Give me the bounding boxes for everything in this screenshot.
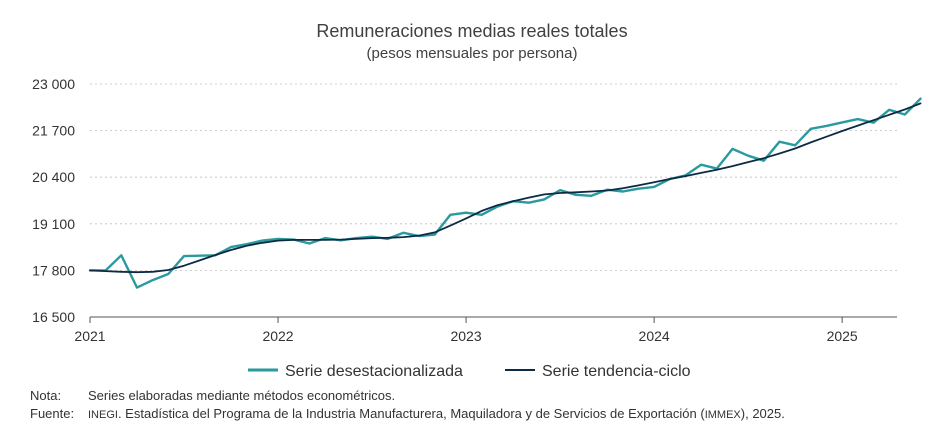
x-tick-label: 2021 <box>74 328 105 344</box>
chart-title: Remuneraciones medias reales totales <box>316 21 627 41</box>
series-line-tendencia-ciclo <box>89 102 922 274</box>
source-text-1: . Estadística del Programa de la Industr… <box>117 406 705 421</box>
x-axis-ticks: 2021 2022 2023 2024 2025 <box>74 317 858 344</box>
y-tick-label: 17 800 <box>32 262 75 278</box>
note-row: Nota: Series elaboradas mediante métodos … <box>30 387 785 405</box>
source-label: Fuente: <box>30 406 75 421</box>
y-tick-label: 16 500 <box>32 309 75 325</box>
y-axis-ticks: 23 000 21 700 20 400 19 100 17 800 16 500 <box>32 76 75 325</box>
x-tick-label: 2022 <box>262 328 293 344</box>
source-text-2: ), 2025. <box>740 406 785 421</box>
legend-label-desestacionalizada: Serie desestacionalizada <box>285 363 463 380</box>
series-line-desestacionalizada <box>88 97 922 289</box>
legend-label-tendencia: Serie tendencia-ciclo <box>542 363 691 380</box>
source-abbr: IMMEX <box>704 409 741 421</box>
y-tick-label: 20 400 <box>32 169 75 185</box>
x-tick-label: 2025 <box>827 328 858 344</box>
footnotes: Nota: Series elaboradas mediante métodos … <box>30 387 785 424</box>
y-tick-label: 19 100 <box>32 216 75 232</box>
source-org: INEGI <box>88 409 118 421</box>
chart-subtitle: (pesos mensuales por persona) <box>367 45 578 62</box>
series-group <box>88 97 922 289</box>
source-row: Fuente: INEGI. Estadística del Programa d… <box>30 405 785 424</box>
legend: Serie desestacionalizada Serie tendencia… <box>248 363 691 380</box>
y-tick-label: 21 700 <box>32 123 75 139</box>
note-label: Nota: <box>30 388 62 403</box>
x-tick-label: 2023 <box>450 328 481 344</box>
note-text: Series elaboradas mediante métodos econo… <box>88 388 396 403</box>
chart: Remuneraciones medias reales totales (pe… <box>32 21 922 380</box>
x-tick-label: 2024 <box>639 328 670 344</box>
grid-lines <box>90 83 897 318</box>
y-tick-label: 23 000 <box>32 76 75 92</box>
